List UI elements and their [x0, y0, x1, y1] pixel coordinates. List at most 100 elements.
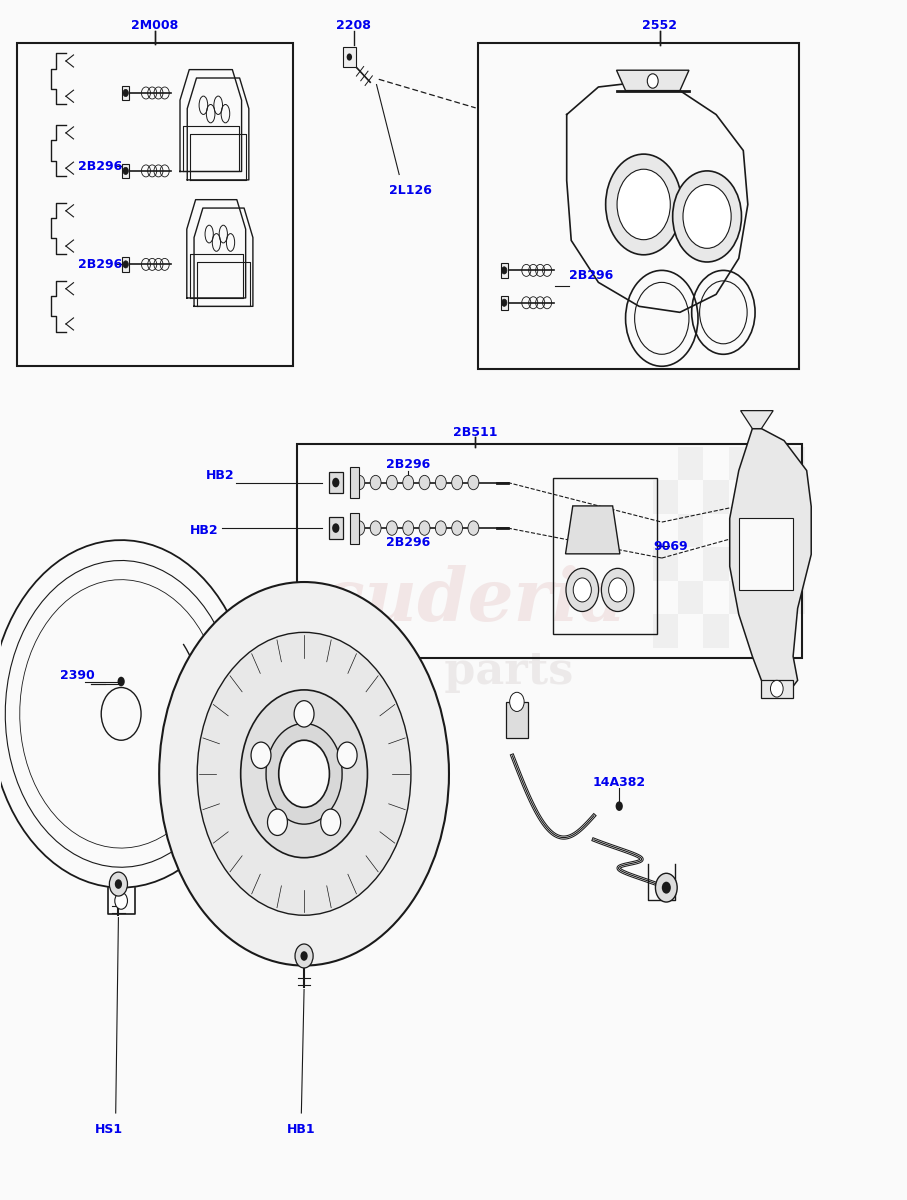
- Circle shape: [354, 521, 365, 535]
- Text: 2B296: 2B296: [78, 160, 122, 173]
- Text: 2B511: 2B511: [453, 426, 497, 439]
- Circle shape: [266, 724, 342, 824]
- Bar: [501, 295, 508, 310]
- Bar: [779, 581, 805, 614]
- Circle shape: [419, 475, 430, 490]
- Bar: [779, 446, 805, 480]
- Text: scuderia: scuderia: [280, 564, 627, 636]
- Bar: [350, 467, 359, 498]
- Circle shape: [321, 809, 341, 835]
- Text: 2390: 2390: [60, 670, 95, 682]
- Bar: [328, 472, 343, 493]
- Circle shape: [601, 569, 634, 612]
- Circle shape: [118, 677, 125, 686]
- Bar: [653, 614, 678, 648]
- Circle shape: [300, 952, 307, 961]
- Text: HB2: HB2: [190, 524, 219, 536]
- Bar: [754, 480, 779, 514]
- Polygon shape: [739, 518, 793, 590]
- Circle shape: [403, 475, 414, 490]
- Circle shape: [673, 170, 742, 262]
- Circle shape: [123, 260, 129, 268]
- Bar: [343, 48, 356, 67]
- Circle shape: [354, 475, 365, 490]
- Text: 2M008: 2M008: [131, 19, 179, 32]
- Text: HB2: HB2: [206, 469, 234, 482]
- Text: 2B296: 2B296: [569, 269, 613, 282]
- Circle shape: [386, 521, 397, 535]
- Bar: [704, 614, 729, 648]
- Circle shape: [123, 167, 129, 174]
- Bar: [729, 446, 754, 480]
- Polygon shape: [617, 71, 689, 90]
- Bar: [122, 85, 130, 100]
- Circle shape: [295, 944, 313, 968]
- Circle shape: [770, 680, 783, 697]
- Circle shape: [251, 742, 271, 768]
- Circle shape: [683, 185, 731, 248]
- Text: HB1: HB1: [287, 1123, 316, 1136]
- Bar: [350, 512, 359, 544]
- Text: 14A382: 14A382: [592, 775, 646, 788]
- Circle shape: [573, 578, 591, 602]
- Bar: [729, 514, 754, 547]
- Circle shape: [662, 882, 671, 894]
- Circle shape: [609, 578, 627, 602]
- Bar: [328, 517, 343, 539]
- Bar: [754, 547, 779, 581]
- Circle shape: [337, 742, 357, 768]
- Circle shape: [332, 523, 339, 533]
- Bar: [122, 257, 130, 271]
- Polygon shape: [730, 428, 811, 686]
- Text: car  parts: car parts: [334, 650, 573, 694]
- Bar: [704, 480, 729, 514]
- Circle shape: [419, 521, 430, 535]
- Circle shape: [115, 880, 122, 889]
- Text: 2B296: 2B296: [78, 258, 122, 271]
- Polygon shape: [741, 410, 773, 428]
- Circle shape: [278, 740, 329, 808]
- Circle shape: [502, 299, 507, 306]
- Circle shape: [502, 266, 507, 274]
- Bar: [779, 514, 805, 547]
- Bar: [729, 581, 754, 614]
- Bar: [678, 514, 704, 547]
- Bar: [17, 43, 293, 366]
- Bar: [501, 263, 508, 277]
- Circle shape: [332, 478, 339, 487]
- Circle shape: [370, 475, 381, 490]
- Polygon shape: [566, 506, 619, 554]
- Text: 2B296: 2B296: [386, 458, 430, 472]
- Text: 2552: 2552: [642, 19, 678, 32]
- Bar: [653, 547, 678, 581]
- Circle shape: [468, 521, 479, 535]
- Circle shape: [648, 74, 658, 88]
- Text: 2208: 2208: [336, 19, 371, 32]
- Bar: [678, 581, 704, 614]
- Circle shape: [435, 475, 446, 490]
- Circle shape: [240, 690, 367, 858]
- Circle shape: [452, 475, 463, 490]
- Circle shape: [159, 582, 449, 966]
- Circle shape: [386, 475, 397, 490]
- Circle shape: [268, 809, 288, 835]
- Circle shape: [616, 802, 623, 811]
- Circle shape: [346, 54, 352, 61]
- Text: 2B296: 2B296: [386, 536, 430, 548]
- Circle shape: [197, 632, 411, 916]
- Circle shape: [510, 692, 524, 712]
- Bar: [506, 702, 528, 738]
- Circle shape: [566, 569, 599, 612]
- Circle shape: [115, 893, 128, 910]
- Polygon shape: [761, 680, 793, 698]
- Text: 2L126: 2L126: [389, 184, 433, 197]
- Bar: [653, 480, 678, 514]
- Circle shape: [370, 521, 381, 535]
- Bar: [478, 43, 799, 368]
- Text: 9069: 9069: [654, 540, 688, 552]
- Circle shape: [435, 521, 446, 535]
- Circle shape: [468, 475, 479, 490]
- Bar: [704, 547, 729, 581]
- Bar: [297, 444, 802, 658]
- Text: HS1: HS1: [95, 1123, 123, 1136]
